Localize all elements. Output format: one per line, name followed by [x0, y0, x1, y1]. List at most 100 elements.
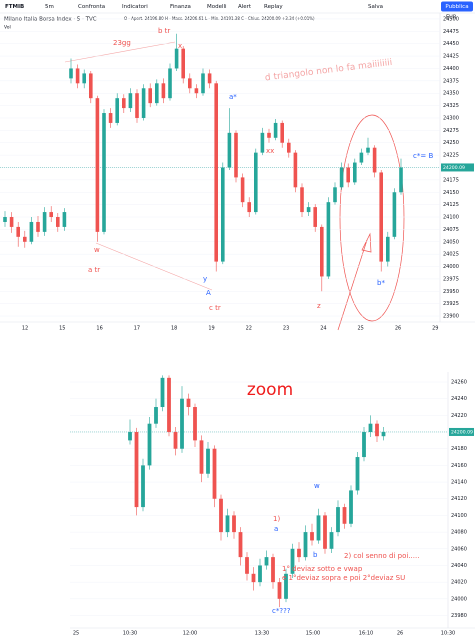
candle-body: [379, 172, 383, 262]
publish-label[interactable]: Pubblica: [445, 4, 468, 10]
candle-body: [214, 83, 218, 262]
candle-body: [264, 557, 269, 566]
candle-body: [326, 202, 331, 277]
toolbar-item[interactable]: Confronta: [78, 4, 105, 10]
y-tick-label: 24300: [443, 115, 459, 121]
x-tick-label: 19: [208, 326, 214, 332]
chart: 23980 24000 24020 24040 24060 24080 24100 24120…: [70, 375, 474, 637]
candle-body: [89, 73, 93, 99]
candle-body: [362, 432, 366, 458]
candle-body: [141, 465, 145, 508]
last-price-label: 24200.09: [443, 165, 465, 171]
save-button[interactable]: Salva: [368, 4, 383, 10]
candle-body: [3, 217, 7, 222]
candle-body: [227, 132, 232, 168]
candle-body: [199, 440, 204, 474]
candle-body: [355, 457, 360, 491]
candle-body: [167, 377, 171, 433]
annotation: 1): [273, 515, 280, 523]
y-tick-label: 24050: [443, 239, 459, 245]
candle-body: [9, 217, 14, 227]
x-tick-label: 26: [395, 326, 401, 332]
x-tick-label: 16:10: [359, 631, 373, 637]
annotation: w: [94, 246, 100, 254]
candle-body: [135, 93, 139, 118]
x-tick-label: 18: [171, 326, 177, 332]
symbol[interactable]: FTMIB: [5, 4, 24, 10]
y-tick-label: 23925: [443, 301, 459, 307]
candle-body: [316, 515, 321, 541]
candle-body: [271, 557, 275, 583]
candle-body: [186, 398, 191, 408]
candle-body: [303, 532, 308, 558]
annotation: x: [178, 42, 182, 50]
x-tick-label: 29: [432, 326, 438, 332]
chart-title: zoom: [247, 380, 293, 400]
y-tick-label: 24000: [443, 264, 459, 270]
toolbar-item[interactable]: Indicatori: [122, 4, 148, 10]
annotation: 2) col senno di poi.....: [344, 552, 419, 560]
publish-button[interactable]: [441, 1, 473, 12]
candle-body: [359, 152, 364, 163]
legend-ohlc: O - Apert. 24196.80 H - Mass. 24206.61 L…: [124, 16, 315, 21]
y-tick-label: 24475: [443, 29, 459, 35]
y-tick-label: 23975: [443, 276, 459, 282]
y-tick-label: 24025: [443, 252, 459, 258]
candle-body: [207, 73, 212, 84]
candle-body: [293, 152, 298, 188]
candle-body: [346, 167, 350, 183]
y-tick-label: 24375: [443, 78, 459, 84]
candle-body: [69, 68, 73, 79]
trend-line: [64, 41, 176, 63]
candle-body: [375, 423, 379, 437]
toolbar-item[interactable]: Modelli: [207, 4, 227, 10]
last-price-tag: [449, 427, 474, 436]
candle-body: [29, 221, 34, 242]
annotation: c*= B: [413, 152, 433, 160]
y-tick-label: 24080: [451, 530, 467, 536]
candle-body: [368, 423, 373, 433]
toolbar-item[interactable]: Alert: [238, 4, 252, 10]
y-tick-label: 24350: [443, 91, 459, 97]
y-tick-label: 24150: [443, 190, 459, 196]
toolbar: [0, 0, 475, 13]
toolbar-item[interactable]: Finanza: [170, 4, 191, 10]
toolbar-item[interactable]: Replay: [264, 4, 283, 10]
candle-body: [240, 177, 245, 203]
arrow-line: [337, 239, 368, 331]
candle-body: [353, 162, 357, 183]
annotation: z: [317, 302, 321, 310]
y-tick-label: 24125: [443, 202, 459, 208]
x-tick-label: 25: [73, 631, 79, 637]
y-tick-label: 24040: [451, 563, 467, 569]
candle-body: [323, 515, 327, 549]
x-tick-label: 22: [246, 326, 252, 332]
candle-body: [160, 377, 165, 408]
legend-volume: Vol: [4, 25, 11, 31]
candle-body: [174, 48, 179, 69]
annotation: y: [203, 275, 207, 283]
candle-body: [128, 93, 133, 109]
x-tick-label: 15:00: [306, 631, 320, 637]
annotation: a: [274, 525, 278, 533]
x-tick-label: 10:30: [441, 631, 455, 637]
candle-body: [310, 532, 314, 541]
y-tick-label: 24275: [443, 128, 459, 134]
candle-body: [392, 192, 397, 237]
candle-body: [273, 122, 278, 138]
x-tick-label: 17: [134, 326, 140, 332]
candle-body: [42, 212, 47, 232]
interval[interactable]: 5m: [45, 4, 54, 10]
annotation: A: [206, 289, 211, 297]
y-tick-label: 24225: [443, 153, 459, 159]
candle-body: [219, 498, 223, 533]
candle-body: [161, 83, 166, 99]
candle-body: [115, 98, 119, 123]
candle-body: [16, 226, 20, 237]
candle-body: [297, 548, 301, 558]
candle-body: [366, 147, 370, 153]
candle-body: [147, 423, 152, 466]
candle-body: [141, 88, 146, 118]
